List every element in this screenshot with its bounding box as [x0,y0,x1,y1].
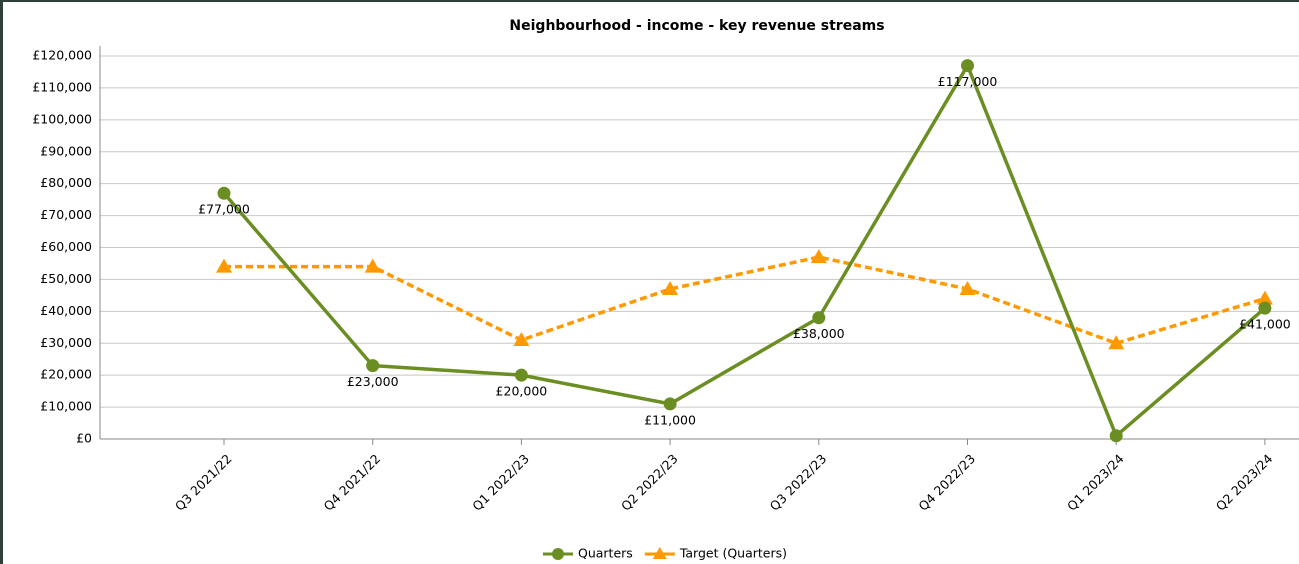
point [1109,429,1123,443]
x-tick-label: Q4 2021/22 [321,451,384,514]
data-label: £41,000 [1239,317,1291,332]
x-tick-label: Q3 2021/22 [172,451,235,514]
y-tick-label: £90,000 [40,143,92,158]
legend-marker [552,548,564,560]
y-tick-label: £40,000 [40,303,92,318]
y-tick-label: £30,000 [40,335,92,350]
y-tick-label: £50,000 [40,271,92,286]
frame-top [0,0,1299,2]
point [1108,335,1125,350]
data-label: £117,000 [938,74,998,89]
point [812,311,826,325]
chart-title: Neighbourhood - income - key revenue str… [509,18,884,34]
series-line [222,61,1267,439]
y-tick-label: £100,000 [32,111,92,126]
data-label: £38,000 [793,326,845,341]
data-label: £11,000 [644,412,696,427]
legend-label: Target (Quarters) [679,546,787,561]
series-line [224,255,1266,346]
x-tick-label: Q1 2023/24 [1064,451,1127,514]
point [364,258,381,273]
y-tick-label: £0 [76,431,92,446]
y-tick-label: £10,000 [40,399,92,414]
series [216,249,1273,350]
point [513,332,530,347]
point [217,186,231,200]
point [514,368,528,382]
y-tick-label: £110,000 [32,79,92,94]
point [366,359,380,373]
legend-marker [652,547,667,559]
y-tick-label: £70,000 [40,207,92,222]
y-tick-label: £20,000 [40,367,92,382]
point [663,397,677,411]
legend-label: Quarters [578,546,633,561]
x-tick-label: Q2 2023/24 [1213,451,1276,514]
y-tick-label: £80,000 [40,175,92,190]
data-label: £77,000 [198,202,250,217]
point [1258,301,1272,315]
series [217,59,1272,443]
frame-left [0,0,3,564]
point [959,280,976,295]
x-tick-label: Q1 2022/23 [469,451,532,514]
data-label: £20,000 [496,384,548,399]
point [810,249,827,264]
point [662,280,679,295]
point [1256,290,1273,305]
point [961,59,974,73]
point [216,258,232,273]
x-tick-label: Q2 2022/23 [618,451,681,514]
x-tick-label: Q4 2022/23 [915,451,978,514]
y-tick-label: £120,000 [32,48,92,63]
data-label: £23,000 [347,374,399,389]
x-tick-label: Q3 2022/23 [767,451,830,514]
y-tick-label: £60,000 [40,239,92,254]
